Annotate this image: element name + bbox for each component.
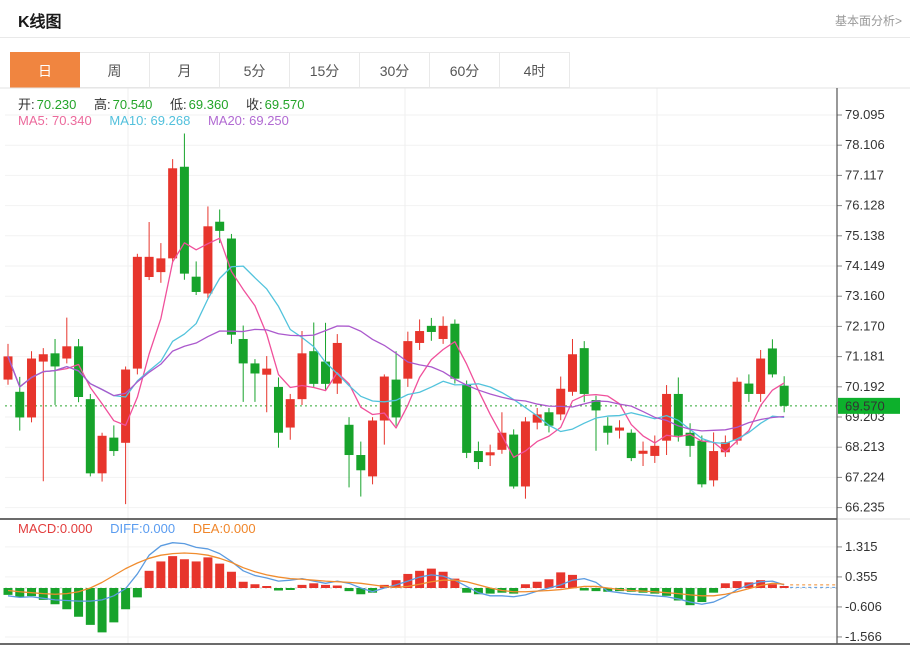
svg-text:75.138: 75.138 [845,228,885,243]
macd-value: 0.000 [59,521,93,536]
ma20-label: MA20: [207,113,250,128]
period-tabs: 日周月 5分 15分 30分 60分 4时 [10,52,570,88]
svg-text:69.570: 69.570 [845,398,885,413]
svg-text:73.160: 73.160 [845,288,885,303]
ma10-label: MA10: [109,113,151,128]
tab-60min[interactable]: 60分 [430,52,500,88]
macd-label: MACD: [18,521,60,536]
open-label: 开: [18,97,35,112]
high-value: 70.540 [112,97,153,112]
ma-legend: MA5: 70.340 MA10: 69.268 MA20: 69.250 [18,113,303,128]
dea-value: 0.000 [223,521,256,536]
svg-text:74.149: 74.149 [845,258,885,273]
ma5-label: MA5: [18,113,52,128]
svg-text:77.117: 77.117 [845,167,884,182]
svg-text:70.192: 70.192 [845,379,885,394]
svg-text:79.095: 79.095 [845,107,885,122]
svg-text:71.181: 71.181 [845,349,885,364]
svg-text:-0.606: -0.606 [845,599,882,614]
title-divider [0,37,910,38]
page-title: K线图 [18,14,62,31]
tab-4hour[interactable]: 4时 [500,52,570,88]
svg-text:76.128: 76.128 [845,198,885,213]
ma20-value: 69.250 [249,113,289,128]
ma5-value: 70.340 [51,113,92,128]
svg-text:78.106: 78.106 [845,137,885,152]
tab-15min[interactable]: 15分 [290,52,360,88]
tab-month[interactable]: 月 [150,52,220,88]
tab-day[interactable]: 日 [10,52,80,88]
svg-text:67.224: 67.224 [845,469,885,484]
diff-label: DIFF: [110,521,143,536]
tab-30min[interactable]: 30分 [360,52,430,88]
svg-text:72.170: 72.170 [845,318,885,333]
svg-text:68.213: 68.213 [845,439,885,454]
low-value: 69.360 [188,97,229,112]
low-label: 低: [170,97,187,112]
svg-text:0.355: 0.355 [845,569,878,584]
open-value: 70.230 [36,97,77,112]
ma10-value: 69.268 [150,113,191,128]
svg-text:1.315: 1.315 [845,539,878,554]
close-value: 69.570 [264,97,305,112]
ohlc-legend: 开: 70.230 高: 70.540 低: 69.360 收: 69.570 [18,94,318,113]
tab-week[interactable]: 周 [80,52,150,88]
high-label: 高: [94,97,111,112]
dea-label: DEA: [192,521,224,536]
diff-value: 0.000 [142,521,176,536]
svg-text:-1.566: -1.566 [845,629,882,644]
macd-legend: MACD:0.000 DIFF:0.000 DEA:0.000 [18,521,270,536]
fundamental-analysis-link[interactable]: 基本面分析> [834,14,902,28]
close-label: 收: [246,97,263,112]
svg-text:66.235: 66.235 [845,500,885,515]
tab-5min[interactable]: 5分 [220,52,290,88]
